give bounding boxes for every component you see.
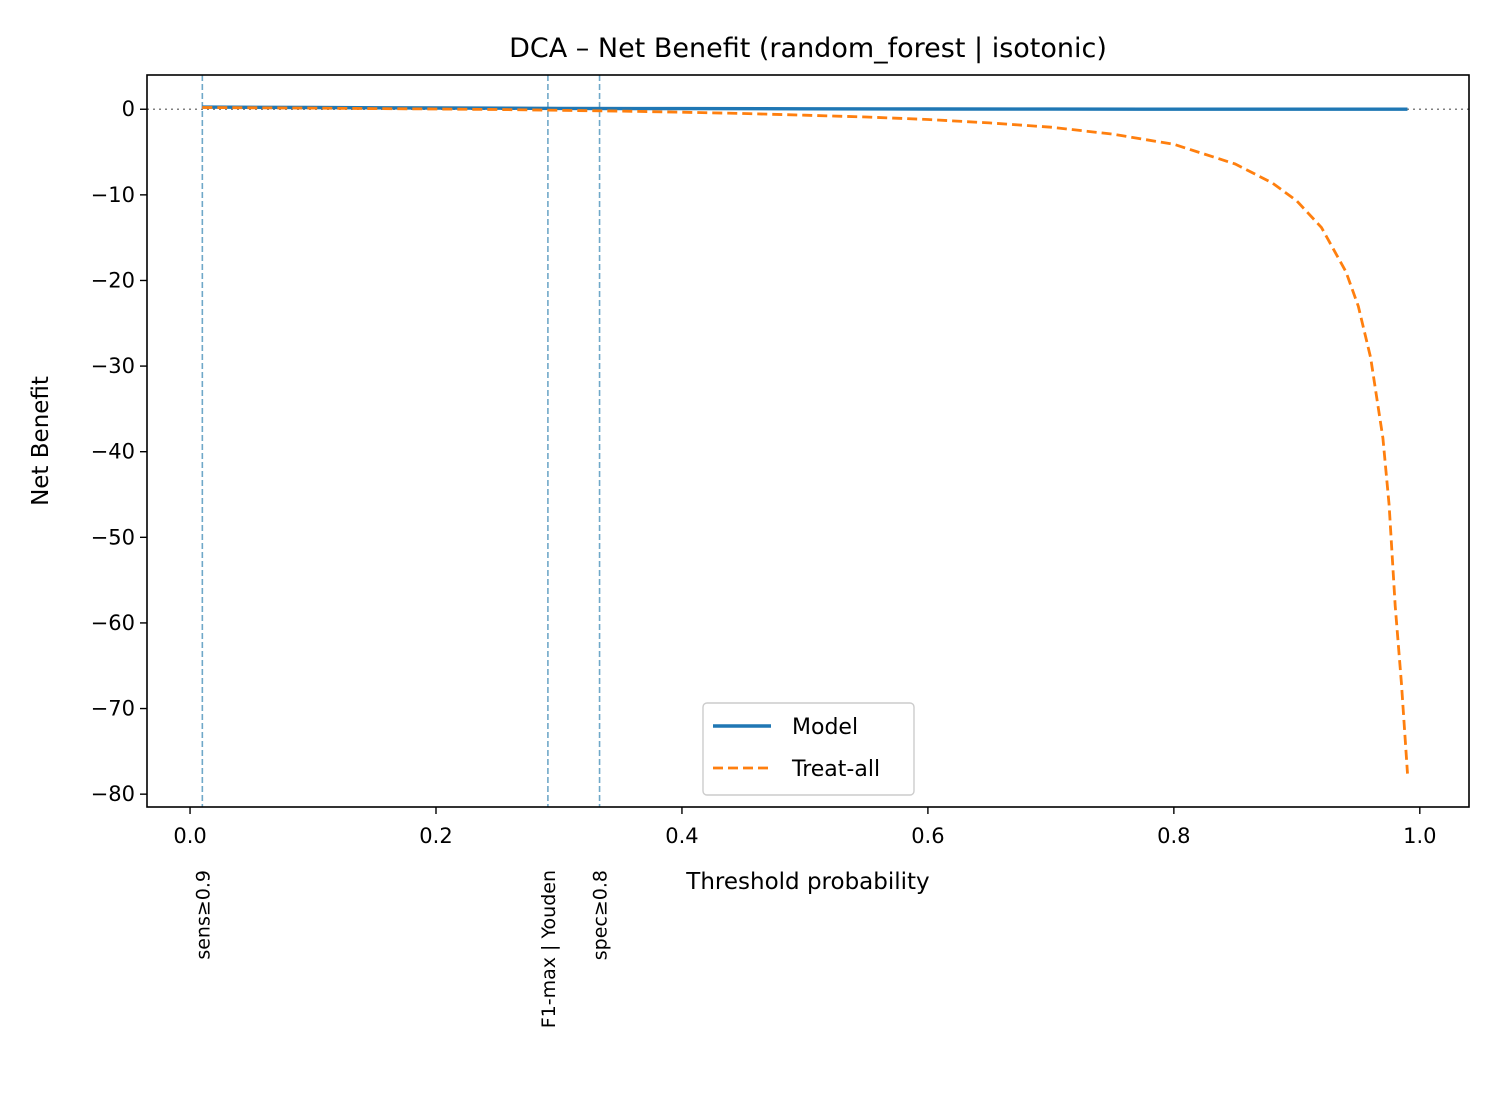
y-tick-label-6: −60 — [91, 611, 135, 635]
chart-title: DCA – Net Benefit (random_forest | isoto… — [509, 33, 1107, 64]
series-line-treat-all — [202, 106, 1409, 774]
y-tick-label-0: 0 — [122, 97, 135, 121]
y-tick-label-1: −10 — [91, 183, 135, 207]
x-axis: 0.0 0.2 0.4 0.6 0.8 1.0 — [173, 807, 1437, 848]
y-tick-label-5: −50 — [91, 525, 135, 549]
y-tick-label-8: −80 — [91, 782, 135, 806]
x-tick-label-5: 1.0 — [1403, 824, 1436, 848]
x-tick-label-0: 0.0 — [173, 824, 206, 848]
threshold-label-0: sens≥0.9 — [192, 870, 214, 960]
x-tick-label-2: 0.4 — [665, 824, 698, 848]
legend-label-model: Model — [792, 715, 858, 740]
x-tick-label-1: 0.2 — [419, 824, 452, 848]
y-tick-label-7: −70 — [91, 697, 135, 721]
legend-label-treat-all: Treat-all — [791, 757, 880, 782]
legend: Model Treat-all — [702, 702, 915, 796]
plot-frame — [146, 74, 1470, 808]
x-tick-label-3: 0.6 — [911, 824, 944, 848]
y-tick-label-4: −40 — [91, 440, 135, 464]
plot-area — [147, 75, 1469, 807]
y-tick-label-3: −30 — [91, 354, 135, 378]
threshold-label-2: spec≥0.8 — [590, 870, 612, 960]
y-axis: 0 −10 −20 −30 −40 −50 −60 −70 −80 — [91, 97, 147, 806]
threshold-label-1: F1-max | Youden — [538, 870, 560, 1028]
y-axis-label: Net Benefit — [28, 376, 54, 506]
series-line-model — [202, 105, 1408, 111]
threshold-labels: sens≥0.9 F1-max | Youden spec≥0.8 — [192, 870, 611, 1028]
y-tick-label-2: −20 — [91, 268, 135, 292]
x-axis-label: Threshold probability — [685, 869, 929, 895]
x-tick-label-4: 0.8 — [1157, 824, 1190, 848]
